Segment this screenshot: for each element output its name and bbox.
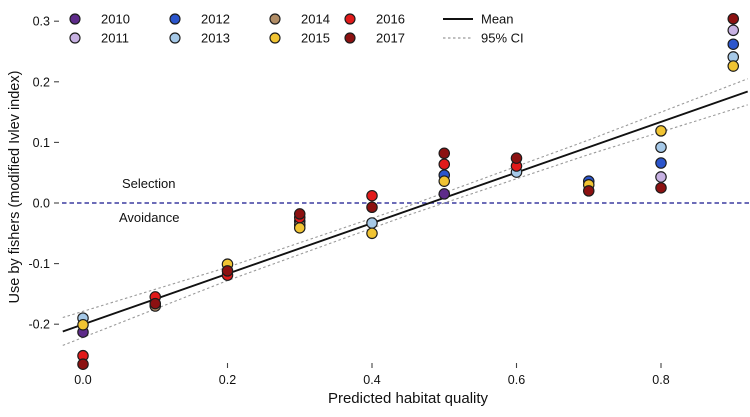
x-tick-label: 0.6 [508, 373, 525, 387]
data-point-2017 [655, 182, 667, 194]
data-point-2017 [221, 265, 234, 277]
x-tick-label: 0.8 [652, 373, 669, 387]
y-tick-label: 0.1 [33, 136, 50, 150]
data-point-2015 [366, 227, 378, 240]
legend-label-mean: Mean [481, 12, 514, 27]
legend-label-2012: 2012 [201, 12, 230, 27]
legend-label-2015: 2015 [301, 31, 330, 46]
data-point-2017 [293, 208, 306, 220]
legend-swatch-2010 [69, 13, 81, 25]
legend-label-2017: 2017 [376, 31, 405, 46]
legend-label-ci: 95% CI [481, 31, 524, 46]
legend-label-2011: 2011 [101, 31, 129, 46]
legend-swatch-2017 [344, 32, 356, 44]
data-point-2012 [727, 38, 740, 51]
legend-label-2014: 2014 [301, 12, 330, 27]
data-point-2017 [582, 185, 595, 197]
legend-swatch-2012 [169, 13, 181, 25]
data-point-2015 [438, 175, 451, 187]
x-axis-title: Predicted habitat quality [327, 390, 489, 407]
data-point-2016 [438, 158, 451, 170]
data-point-2017 [149, 297, 162, 310]
legend-swatch-2015 [269, 32, 281, 44]
legend-swatch-2014 [269, 13, 281, 25]
y-tick-label: 0.2 [33, 75, 50, 89]
x-tick-label: 0.4 [363, 373, 380, 387]
data-point-2015 [77, 319, 89, 331]
data-point-2017 [438, 147, 451, 160]
legend-label-2010: 2010 [101, 12, 130, 27]
selection-annotation: Selection [122, 176, 176, 191]
legend-label-2013: 2013 [201, 31, 230, 46]
data-point-2013 [366, 217, 378, 229]
legend-swatch-2011 [69, 32, 81, 44]
legend-label-2016: 2016 [376, 12, 405, 27]
data-point-2017 [366, 201, 378, 214]
x-tick-label: 0.2 [219, 373, 236, 387]
data-point-2012 [655, 157, 667, 169]
data-point-2010 [438, 188, 451, 200]
legend-swatch-2013 [169, 32, 181, 44]
data-point-2017 [510, 152, 523, 164]
data-point-2017 [727, 13, 740, 25]
mean-line [62, 90, 749, 333]
data-point-2013 [655, 141, 667, 154]
data-point-2016 [366, 189, 378, 202]
data-point-2011 [727, 24, 740, 37]
y-tick-label: 0.0 [33, 197, 50, 211]
y-tick-label: 0.3 [33, 15, 50, 29]
y-tick-label: -0.1 [28, 257, 50, 271]
data-point-2015 [655, 125, 667, 137]
data-point-2015 [293, 222, 306, 234]
data-point-2011 [655, 171, 667, 183]
x-tick-label: 0.0 [74, 373, 91, 387]
ci-lower-line [62, 104, 748, 346]
data-point-2015 [727, 60, 740, 72]
ci-upper-line [62, 78, 748, 319]
avoidance-annotation: Avoidance [119, 210, 180, 225]
y-tick-label: -0.2 [28, 318, 50, 332]
legend-swatch-2016 [344, 13, 356, 25]
data-point-2017 [77, 358, 89, 370]
y-axis-title: Use by fishers (modified Ivlev index) [7, 70, 23, 304]
